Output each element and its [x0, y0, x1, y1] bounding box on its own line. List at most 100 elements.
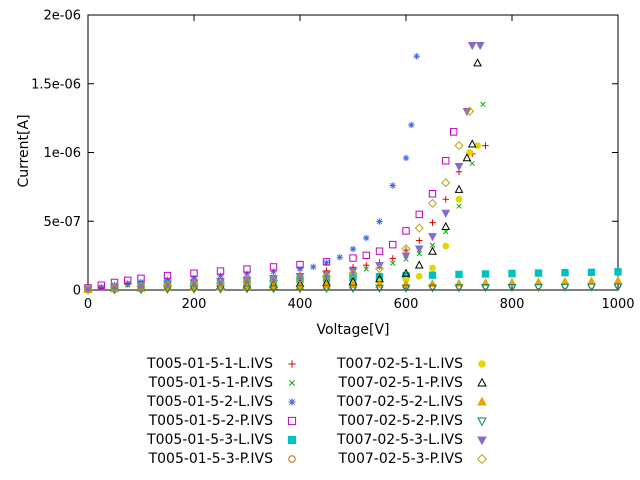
marker-triangle-down-filled [83, 286, 93, 295]
x-tick-label: 800 [500, 297, 525, 312]
legend-marker-triangle-down-filled [477, 435, 487, 445]
marker-diamond [401, 244, 411, 254]
marker-asterisk [98, 284, 105, 291]
marker-cross [480, 101, 486, 108]
marker-triangle [428, 246, 437, 255]
legend-label: T007-02-5-1-P.IVS [338, 374, 463, 391]
legend-marker-asterisk [288, 397, 296, 406]
marker-diamond [441, 178, 451, 188]
marker-cross [469, 160, 475, 167]
legend-item: T007-02-5-1-L.IVS [337, 354, 493, 373]
legend-label: T007-02-5-3-L.IVS [337, 431, 463, 448]
marker-triangle-down-filled [441, 209, 451, 218]
marker-square [375, 247, 384, 255]
legend-marker-diamond [476, 453, 487, 464]
marker-square [402, 227, 410, 235]
x-tick-label: 200 [182, 297, 207, 312]
marker-square-filled [481, 270, 490, 278]
x-tick-label: 400 [288, 297, 313, 312]
marker-triangle-filled [481, 278, 490, 287]
marker-diamond [454, 141, 464, 151]
marker-asterisk [408, 121, 415, 129]
marker-square-filled [428, 271, 437, 279]
marker-triangle-down-filled [375, 262, 384, 271]
marker-square [137, 274, 145, 283]
marker-circle-filled [415, 272, 423, 280]
marker-asterisk [288, 397, 296, 406]
marker-triangle-down-filled [477, 435, 487, 445]
legend-label: T007-02-5-3-P.IVS [338, 450, 463, 467]
chart-legend: T005-01-5-1-L.IVS T005-01-5-1-P.IVS T005-0… [0, 354, 640, 468]
legend-label: T005-01-5-2-P.IVS [148, 412, 273, 429]
legend-marker-triangle-filled [477, 396, 487, 406]
marker-square-filled [455, 270, 463, 279]
marker-asterisk [363, 234, 370, 242]
marker-triangle-filled [348, 280, 358, 289]
legend-marker-triangle-down [477, 416, 487, 426]
marker-circle-filled [466, 149, 473, 156]
iv-scatter-plot: 0 200 400 600 800 1000 0 5e-07 1e-06 1.5e-06 2e-06 [31, 9, 634, 313]
series-T007-02-5-3-P.IVS [83, 106, 475, 294]
legend-item: T007-02-5-3-P.IVS [337, 449, 493, 468]
marker-square [442, 157, 450, 165]
marker-square [269, 263, 278, 271]
marker-triangle-down [322, 284, 331, 294]
series-T007-02-5-3-L.IVS [83, 42, 485, 295]
marker-triangle-down [269, 285, 278, 294]
marker-diamond [321, 271, 332, 282]
y-tick-label: 1.5e-06 [31, 77, 81, 92]
marker-triangle-filled [587, 276, 596, 285]
marker-triangle-filled [477, 396, 487, 406]
marker-cross [456, 203, 462, 209]
legend-marker-circle-filled [478, 359, 486, 368]
legend-label: T007-02-5-2-P.IVS [338, 412, 463, 429]
legend-marker-circle [288, 454, 296, 463]
marker-square-filled [561, 268, 569, 277]
marker-triangle-down-filled [454, 163, 464, 172]
marker-triangle [414, 260, 424, 269]
marker-square [322, 258, 331, 266]
marker-asterisk [270, 268, 277, 275]
legend-marker-square-filled [287, 435, 297, 444]
marker-diamond [414, 223, 424, 233]
marker-triangle-down-filled [467, 42, 477, 51]
marker-triangle [454, 184, 464, 193]
marker-square [349, 254, 357, 262]
marker-diamond [242, 277, 252, 287]
x-axis-title: Voltage[V] [316, 322, 390, 338]
marker-asterisk [217, 272, 224, 280]
legend-item: T007-02-5-2-P.IVS [337, 411, 493, 430]
marker-diamond [109, 283, 120, 293]
marker-square [415, 210, 423, 219]
marker-diamond [83, 284, 93, 294]
marker-asterisk [376, 218, 383, 225]
y-axis-title: Current[A] [16, 114, 32, 188]
marker-triangle-down [295, 285, 305, 294]
marker-triangle-down [534, 283, 543, 293]
marker-diamond [136, 282, 146, 292]
legend-item: T007-02-5-3-L.IVS [337, 430, 493, 449]
legend-label: T005-01-5-3-P.IVS [148, 450, 273, 467]
marker-triangle [401, 268, 411, 277]
marker-triangle-down-filled [475, 42, 485, 51]
legend-item: T005-01-5-3-L.IVS [147, 430, 303, 449]
legend-label: T007-02-5-2-L.IVS [337, 393, 463, 410]
marker-triangle-down [428, 284, 437, 293]
marker-plus [442, 196, 449, 203]
series-T007-02-5-1-P.IVS [83, 58, 482, 293]
marker-triangle-filled [428, 278, 437, 288]
x-tick-label: 1000 [601, 297, 634, 312]
marker-plus [429, 219, 436, 226]
y-tick-label: 1e-06 [43, 146, 81, 161]
marker-triangle-down [454, 284, 464, 293]
legend-marker-square [287, 416, 297, 425]
legend-label: T007-02-5-1-L.IVS [337, 355, 463, 372]
legend-item: T005-01-5-1-P.IVS [147, 373, 303, 392]
marker-diamond [215, 278, 226, 288]
marker-cross [443, 228, 449, 235]
marker-triangle-down-filled [401, 252, 411, 261]
marker-asterisk [243, 270, 251, 277]
marker-triangle-down [477, 416, 487, 426]
marker-triangle [473, 58, 482, 67]
